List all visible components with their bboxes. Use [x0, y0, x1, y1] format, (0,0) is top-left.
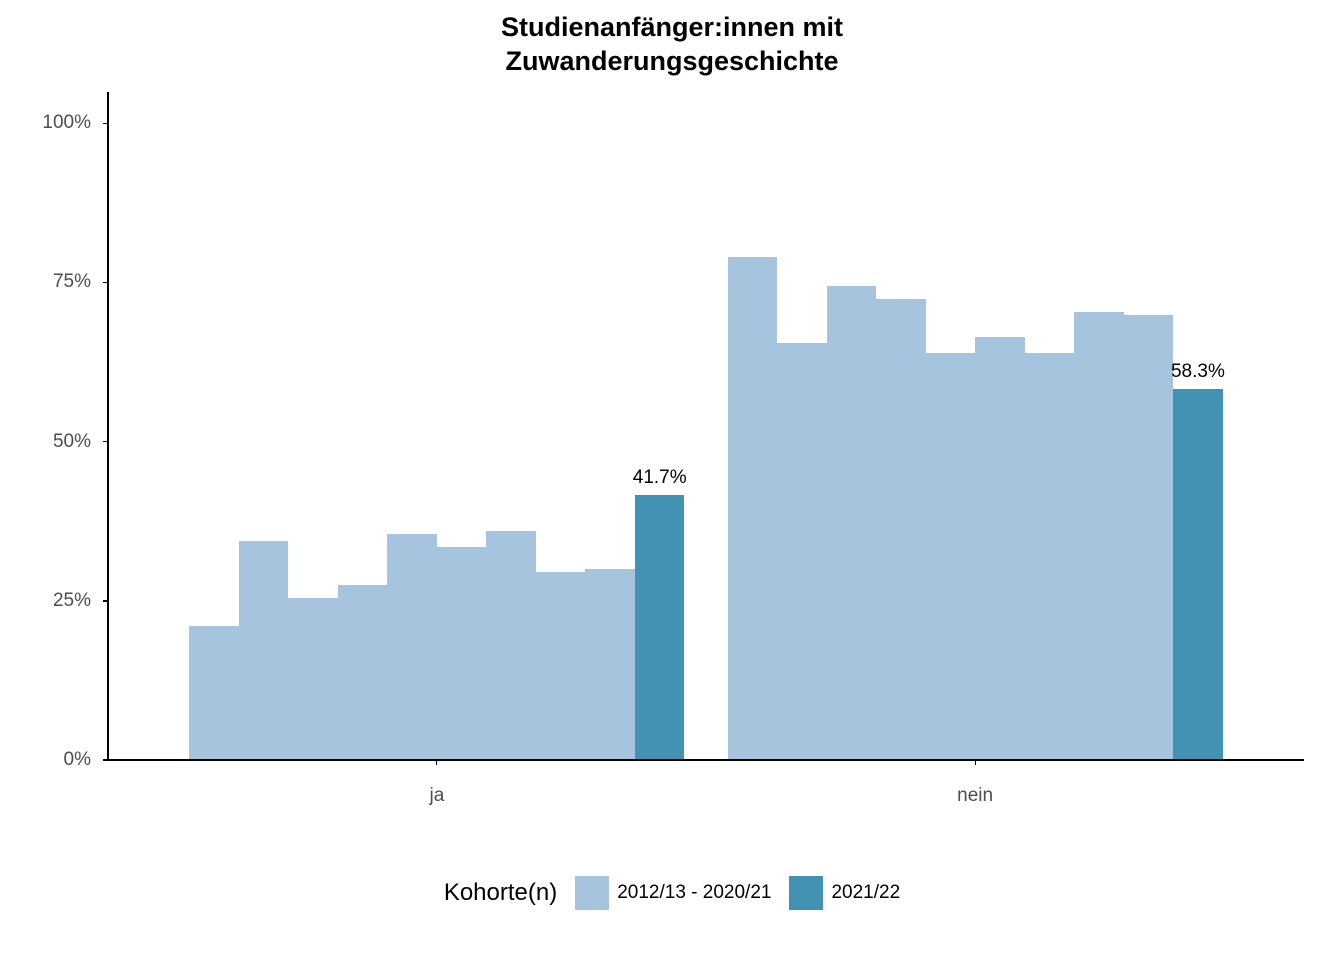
y-tick-label: 50%	[11, 431, 91, 453]
chart-title-line2: Zuwanderungsgeschichte	[0, 44, 1344, 78]
bar	[437, 547, 487, 760]
bar	[387, 534, 437, 760]
bar	[288, 598, 338, 760]
bar	[536, 572, 586, 760]
bar	[876, 299, 926, 760]
legend-title: Kohorte(n)	[444, 879, 557, 907]
bar	[338, 585, 388, 760]
bar-value-label: 41.7%	[633, 467, 687, 489]
bar	[827, 286, 877, 760]
bar	[1124, 315, 1174, 760]
y-tick-label: 100%	[11, 112, 91, 134]
legend-item: 2012/13 - 2020/21	[575, 876, 771, 910]
legend-swatch	[789, 876, 823, 910]
bar	[777, 343, 827, 760]
bar	[975, 337, 1025, 760]
chart-title: Studienanfänger:innen mit Zuwanderungsge…	[0, 10, 1344, 78]
y-tick-label: 25%	[11, 590, 91, 612]
chart-container: Studienanfänger:innen mit Zuwanderungsge…	[0, 0, 1344, 960]
bar	[926, 353, 976, 760]
y-axis-line	[107, 92, 108, 760]
legend-label: 2021/22	[831, 882, 900, 904]
bar	[189, 626, 239, 760]
x-tick-label: nein	[957, 785, 993, 807]
x-tick	[975, 760, 976, 765]
bar	[585, 569, 635, 760]
bar	[728, 257, 778, 760]
legend-swatch	[575, 876, 609, 910]
x-tick-label: ja	[429, 785, 444, 807]
legend: Kohorte(n) 2012/13 - 2020/21 2021/22	[0, 876, 1344, 910]
chart-title-line1: Studienanfänger:innen mit	[0, 10, 1344, 44]
plot-area: 0%25%50%75%100%41.7%ja58.3%nein	[108, 92, 1304, 760]
bar-value-label: 58.3%	[1171, 361, 1225, 383]
bar	[239, 541, 289, 760]
bar	[1074, 312, 1124, 761]
bar	[1025, 353, 1075, 760]
bar	[486, 531, 536, 760]
x-tick	[436, 760, 437, 765]
legend-label: 2012/13 - 2020/21	[617, 882, 771, 904]
legend-item: 2021/22	[789, 876, 900, 910]
y-tick-label: 75%	[11, 271, 91, 293]
y-tick-label: 0%	[11, 749, 91, 771]
bar	[1173, 389, 1223, 760]
x-axis-line	[108, 759, 1304, 760]
bar	[635, 495, 685, 760]
